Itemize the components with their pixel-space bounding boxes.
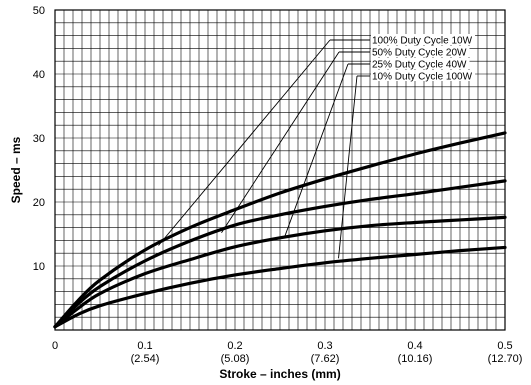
- x-tick-sublabel: (2.54): [131, 353, 160, 365]
- y-tick-label: 30: [33, 133, 45, 145]
- y-tick-label: 10: [33, 261, 45, 273]
- legend-label-bg: [371, 34, 476, 45]
- legend-label-1: 100% Duty Cycle 10W: [372, 36, 473, 47]
- x-tick-labels: 0 0.1(2.54) 0.2(5.08) 0.3(7.62) 0.4(10.16) 0.…: [52, 340, 522, 365]
- x-tick-label: 0.5: [497, 340, 512, 352]
- x-tick-label: 0.1: [137, 340, 152, 352]
- plot-frame: [54, 9, 506, 331]
- legend-label-2: 50% Duty Cycle 20W: [372, 48, 467, 59]
- legend-label-bg: [371, 58, 470, 69]
- y-tick-label: 40: [33, 69, 45, 81]
- x-tick-sublabel: (12.70): [488, 353, 523, 365]
- legend-leader-lines: [158, 39, 370, 259]
- y-tick-labels: 10 20 30 40 50: [33, 5, 45, 273]
- x-tick-label: 0.2: [227, 340, 242, 352]
- legend-label-bg: [371, 46, 470, 57]
- x-tick-sublabel: (10.16): [398, 353, 433, 365]
- x-tick-sublabel: (5.08): [221, 353, 250, 365]
- leader-line-4: [338, 75, 358, 259]
- legend-label-4: 10% Duty Cycle 100W: [372, 72, 473, 83]
- y-tick-label: 20: [33, 197, 45, 209]
- leader-line-3: [284, 63, 349, 238]
- series-line-3: [53, 215, 507, 329]
- series-line-1: [53, 131, 507, 329]
- legend-label-bg: [371, 70, 476, 81]
- legend-label-3: 25% Duty Cycle 40W: [372, 60, 467, 71]
- grid: [55, 10, 505, 330]
- x-tick-label: 0: [52, 340, 58, 352]
- series-lines: [53, 131, 507, 329]
- leader-line-1: [158, 39, 331, 246]
- x-tick-sublabel: (7.62): [311, 353, 340, 365]
- series-line-4: [53, 245, 507, 329]
- series-line-2: [53, 179, 507, 329]
- x-axis-title: Stroke – inches (mm): [219, 367, 340, 381]
- leader-line-2: [221, 51, 340, 233]
- x-tick-label: 0.4: [407, 340, 422, 352]
- y-axis-title: Speed – ms: [9, 136, 23, 203]
- y-tick-label: 50: [33, 5, 45, 17]
- x-tick-label: 0.3: [317, 340, 332, 352]
